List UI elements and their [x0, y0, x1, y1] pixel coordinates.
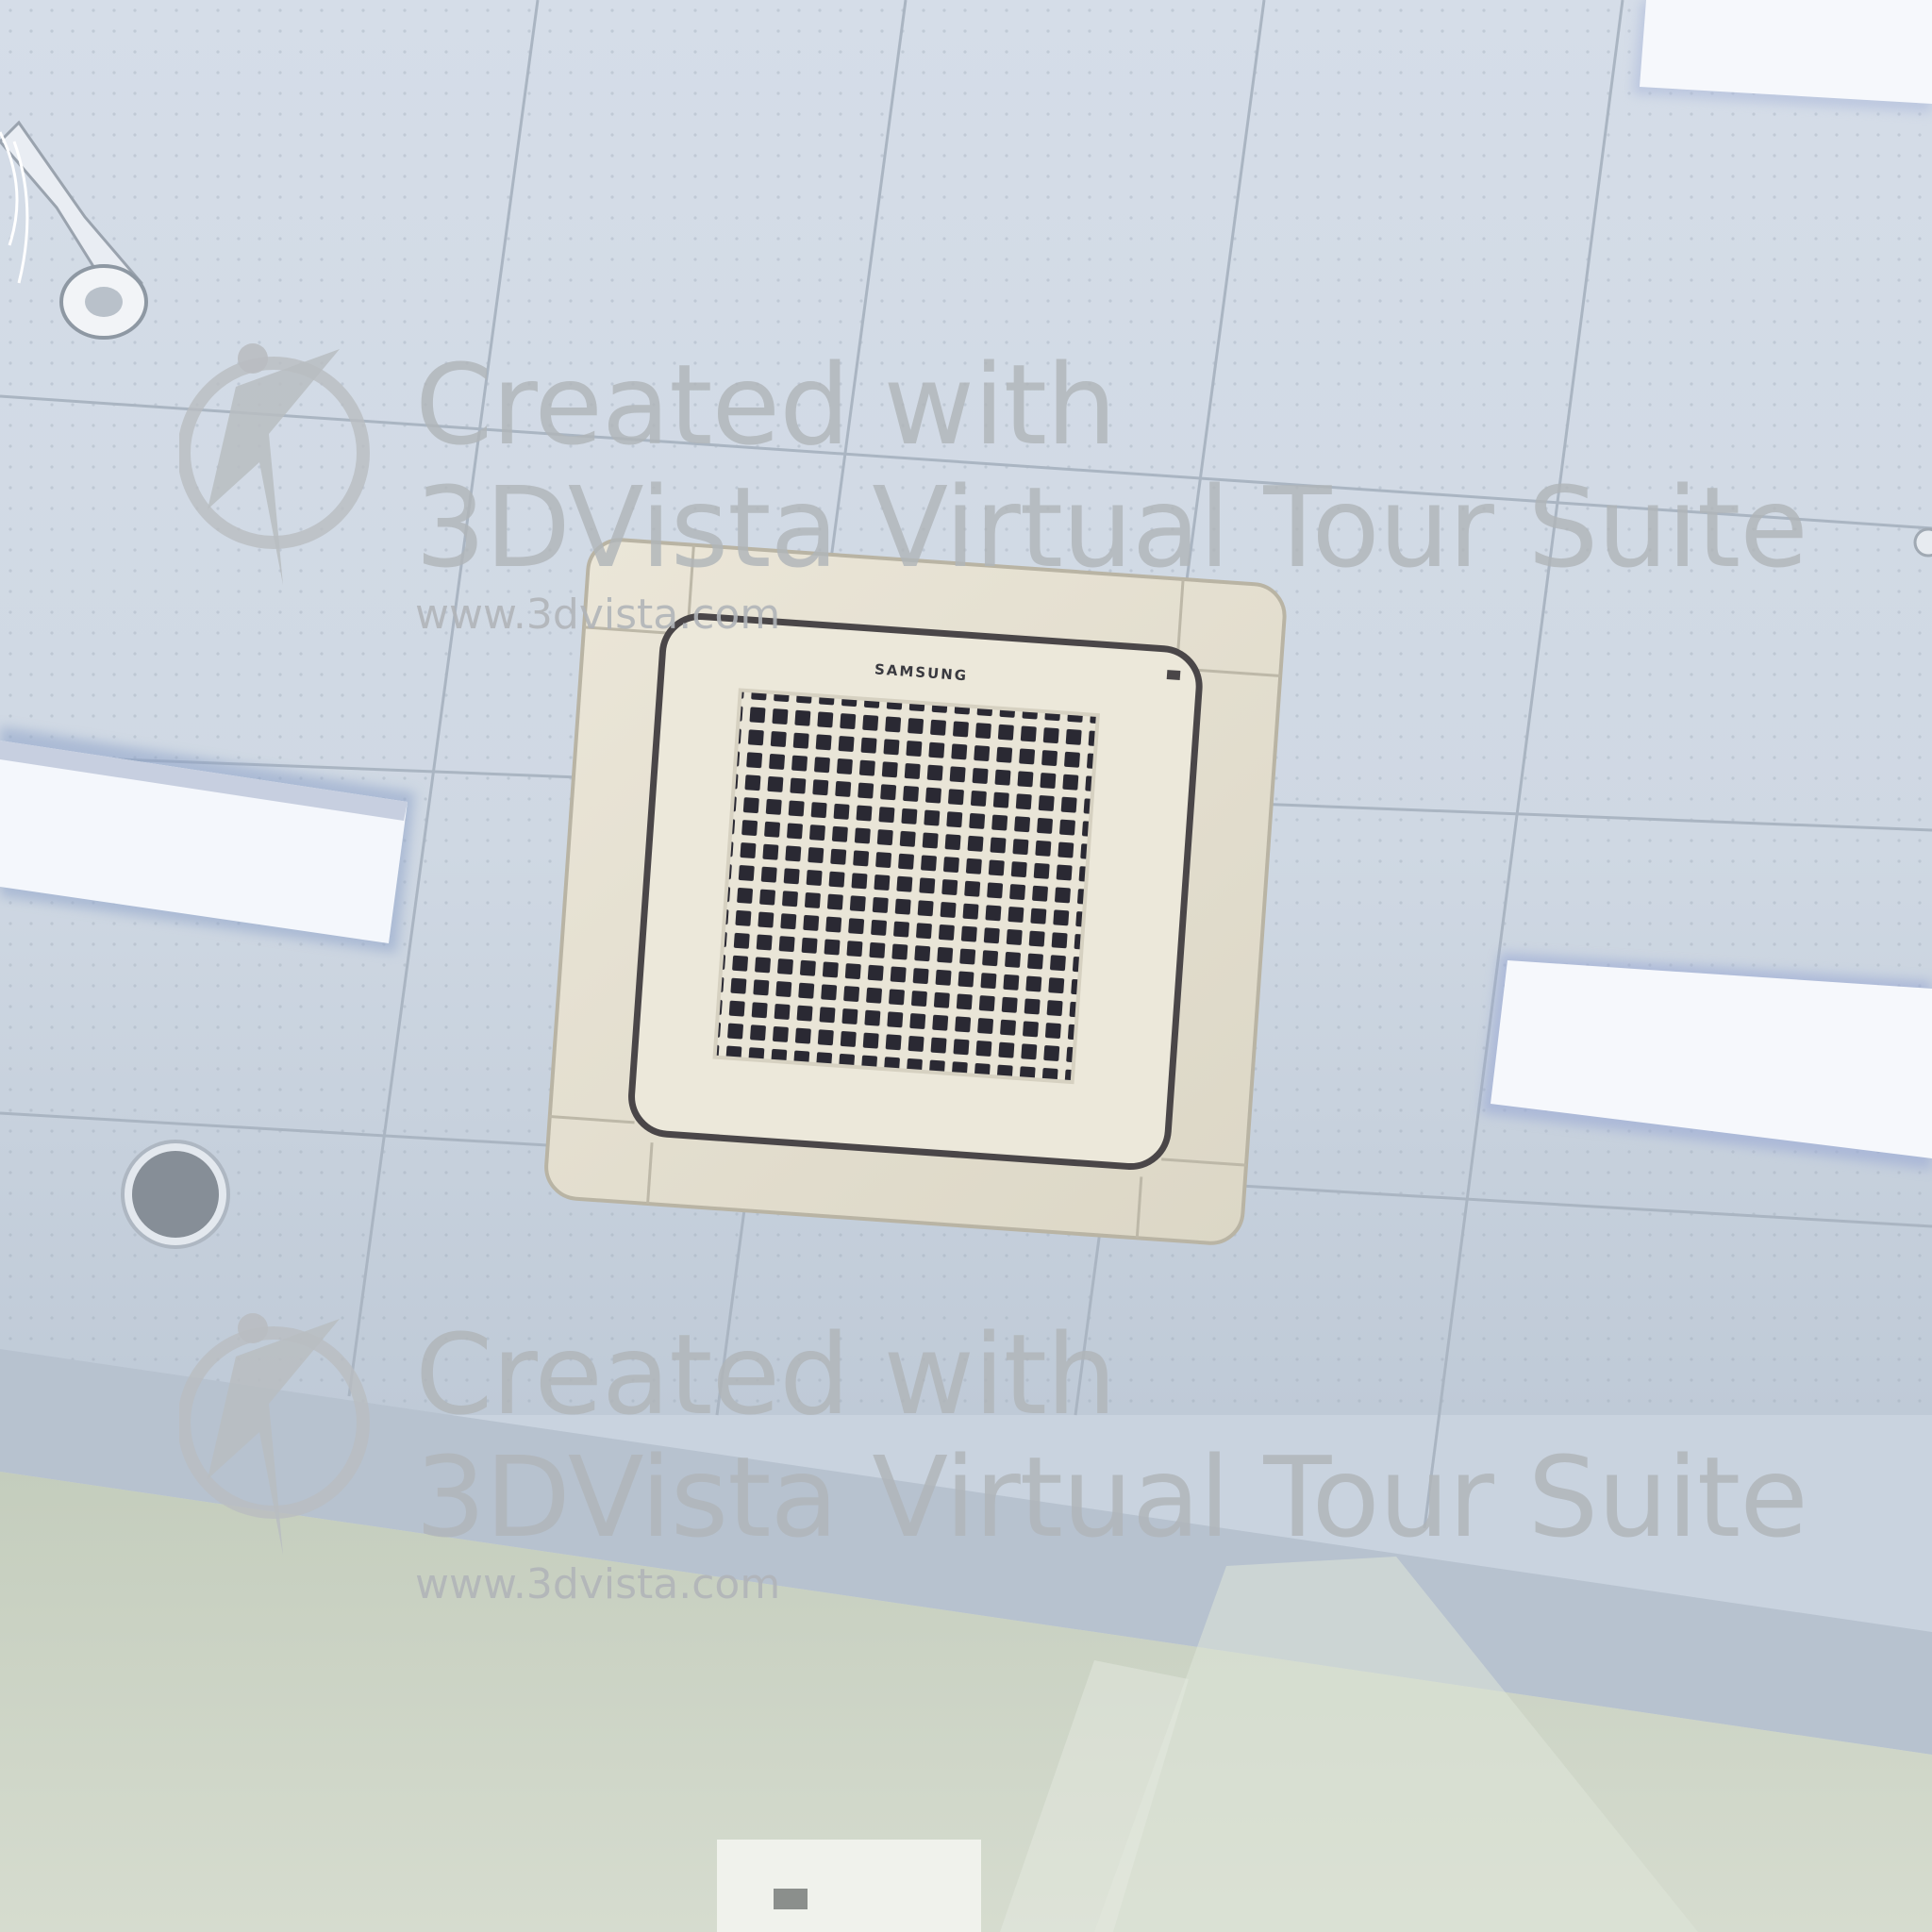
- ceiling-speaker: [121, 1140, 230, 1249]
- wall-light-beam: [1094, 1557, 1698, 1932]
- light-panel-left: [0, 726, 415, 953]
- light-panel-right: [1481, 953, 1932, 1170]
- pipe-fixture: [0, 120, 148, 340]
- wall-fixture: [1913, 527, 1932, 558]
- ac-grille: [714, 690, 1098, 1083]
- ac-cassette-unit: SAMSUNG: [544, 538, 1287, 1245]
- light-panel-top-right: [1632, 0, 1932, 113]
- doorway: [717, 1840, 981, 1932]
- exit-sign: [774, 1889, 808, 1909]
- ac-status-led: [1166, 670, 1181, 681]
- wall-light-beam: [1000, 1660, 1189, 1932]
